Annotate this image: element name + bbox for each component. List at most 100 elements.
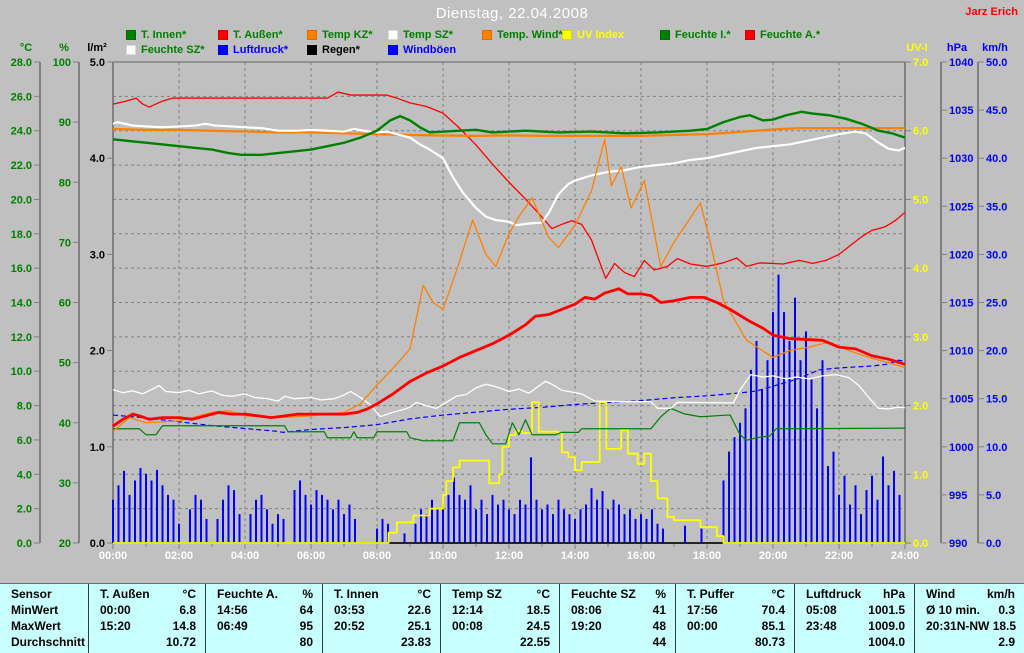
- axis-tick-label: 20: [59, 538, 71, 550]
- series-windboen: [777, 274, 780, 543]
- series-feuchte_sz: [112, 374, 906, 418]
- series-windboen: [227, 485, 230, 543]
- table-header-row: T. Puffer °C: [676, 586, 794, 602]
- legend-label: Windböen: [403, 44, 457, 56]
- axis-tick-label: 24.0: [11, 126, 32, 138]
- legend-label: UV Index: [577, 29, 625, 41]
- table-cell-value: 70.4: [761, 603, 785, 617]
- table-cell-value: [61, 618, 79, 634]
- table-cell-value: km/h: [986, 587, 1015, 601]
- table-sensor-column: Wind km/h Ø 10 min. 0.3 20:31 N-NW 18.5 2.9: [914, 584, 1024, 653]
- series-windboen: [299, 480, 301, 543]
- series-windboen: [827, 466, 829, 543]
- series-temp_kz: [112, 127, 905, 137]
- author-watermark: Jarz Erich: [965, 6, 1018, 18]
- series-windboen: [139, 467, 142, 543]
- series-windboen: [458, 494, 461, 543]
- series-windboen: [799, 360, 802, 543]
- axis-header-temp: °C: [20, 42, 32, 54]
- table-sensor-column: Feuchte SZ% 08:06 41 19:20 48 44: [559, 584, 675, 653]
- series-windboen: [513, 514, 516, 543]
- series-windboen: [123, 470, 125, 543]
- axis-tick-label: 10.0: [11, 366, 32, 378]
- series-windboen: [150, 480, 153, 543]
- series-windboen: [563, 509, 565, 543]
- series-windboen: [579, 509, 582, 543]
- table-cell-value: 1004.0: [868, 635, 905, 649]
- legend-item: UV Index: [562, 29, 624, 41]
- series-windboen: [249, 514, 252, 543]
- legend-label: Luftdruck*: [233, 44, 288, 56]
- series-windboen: [376, 528, 378, 543]
- axis-tick-label: 5.0: [913, 194, 928, 206]
- series-feuchte_i: [113, 407, 906, 445]
- series-windboen: [447, 494, 450, 543]
- table-sensor-column: T. Innen °C 03:53 22.6 20:52 25.1 23.83: [322, 584, 440, 653]
- series-windboen: [546, 504, 549, 543]
- table-cell-value: 24.5: [526, 619, 550, 633]
- series-windboen: [788, 340, 791, 543]
- table-cell-value: 64: [299, 603, 313, 617]
- table-minwert-row: Ø 10 min. 0.3: [915, 602, 1024, 618]
- table-cell-value: N-NW 18.5: [956, 619, 1017, 633]
- x-tick-label: 02:00: [165, 550, 193, 562]
- series-windboen: [315, 490, 318, 543]
- legend-swatch-icon: [126, 45, 136, 55]
- axis-tick-label: 30.0: [986, 249, 1007, 261]
- series-windboen: [310, 504, 312, 543]
- legend-item: Luftdruck*: [218, 44, 288, 56]
- series-windboen: [596, 499, 598, 543]
- legend-swatch-icon: [482, 30, 492, 40]
- table-cell-time: Ø 10 min.: [926, 603, 981, 617]
- legend-swatch-icon: [307, 45, 317, 55]
- legend-item: Temp KZ*: [307, 29, 373, 41]
- series-windboen: [805, 331, 807, 543]
- table-cell-time: 12:14: [452, 603, 483, 617]
- axis-tick-label: 50.0: [986, 57, 1007, 69]
- axis-tick-label: 80: [59, 177, 71, 189]
- legend-label: Regen*: [322, 44, 360, 56]
- series-windboen: [277, 514, 279, 543]
- table-cell-time: 19:20: [571, 619, 602, 633]
- series-windboen: [552, 514, 554, 543]
- table-cell-time: MinWert: [11, 603, 59, 617]
- series-windboen: [761, 389, 763, 543]
- table-header-row: Wind km/h: [915, 586, 1024, 602]
- series-windboen: [750, 369, 752, 543]
- axis-header-wind: km/h: [982, 42, 1008, 54]
- table-cell-time: Temp SZ: [452, 587, 502, 601]
- axis-tick-label: 18.0: [11, 229, 32, 241]
- axis-tick-label: 35.0: [986, 201, 1007, 213]
- axis-tick-label: 10.0: [986, 442, 1007, 454]
- legend-swatch-icon: [218, 30, 228, 40]
- axis-tick-label: 6.0: [913, 126, 928, 138]
- legend-label: T. Innen*: [141, 29, 187, 41]
- legend-item: Feuchte I.*: [660, 29, 731, 41]
- axis-tick-label: 2.0: [913, 401, 928, 413]
- series-windboen: [326, 499, 329, 543]
- series-windboen: [161, 485, 164, 543]
- series-windboen: [882, 456, 884, 543]
- axis-header-uv: UV-I: [906, 42, 927, 54]
- axis-tick-label: 995: [949, 490, 967, 502]
- x-tick-label: 06:00: [297, 550, 325, 562]
- axis-tick-label: 8.0: [17, 401, 32, 413]
- series-windboen: [860, 514, 862, 543]
- legend-item: Feuchte A.*: [745, 29, 820, 41]
- x-tick-label: 16:00: [627, 550, 655, 562]
- table-cell-time: T. Innen: [334, 587, 379, 601]
- axis-tick-label: 45.0: [986, 105, 1007, 117]
- axis-header-hum: %: [59, 42, 69, 54]
- table-cell-time: 14:56: [217, 603, 248, 617]
- series-windboen: [497, 504, 499, 543]
- legend-item: Temp. Wind*: [482, 29, 563, 41]
- table-cell-value: 80: [299, 635, 313, 649]
- axis-tick-label: 4.0: [913, 263, 928, 275]
- series-windboen: [486, 514, 488, 543]
- axis-tick-label: 15.0: [986, 394, 1007, 406]
- series-t_innen: [112, 110, 906, 156]
- table-row-label: MinWert: [0, 602, 88, 618]
- series-windboen: [304, 494, 307, 543]
- axis-tick-label: 5.0: [90, 57, 105, 69]
- series-windboen: [871, 475, 873, 543]
